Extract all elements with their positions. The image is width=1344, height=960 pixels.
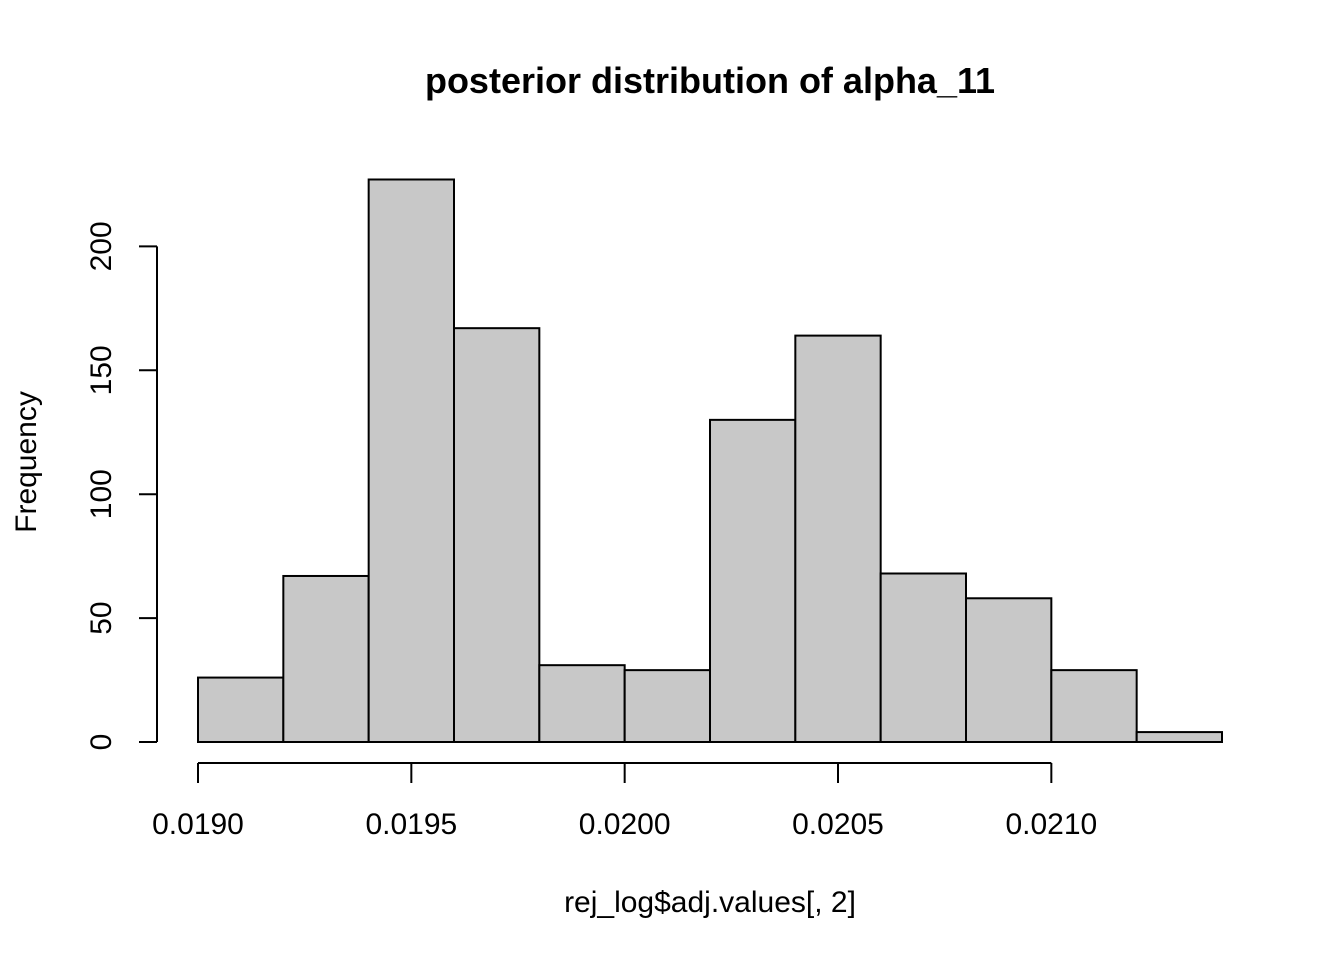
histogram-bar [453,327,541,743]
histogram-bar [197,676,285,744]
x-tick-label: 0.0205 [792,808,884,841]
chart-title: posterior distribution of alpha_11 [425,60,995,101]
histogram-bar [879,572,968,743]
histogram-bar [1135,731,1223,744]
x-axis: 0.0190 0.0195 0.0200 0.0205 0.0210 [152,762,1097,841]
x-tick-label: 0.0200 [579,808,671,841]
y-tick-label: 0 [85,734,118,751]
y-tick-label: 100 [85,469,118,519]
x-tick-label: 0.0190 [152,808,244,841]
y-axis: 0 50 100 150 200 [85,221,158,751]
histogram-bar [965,597,1053,743]
histogram-bar [623,669,712,743]
y-axis-label: Frequency [10,391,43,533]
bars-group [197,178,1223,744]
x-tick-label: 0.0210 [1005,808,1097,841]
histogram-bar [367,178,455,743]
x-axis-label: rej_log$adj.values[, 2] [564,886,856,919]
histogram-bar [1050,669,1138,743]
y-tick-label: 150 [85,345,118,395]
y-tick-label: 50 [85,601,118,634]
histogram-bar [794,334,882,743]
histogram-bar [282,574,370,743]
histogram-bar [538,664,626,744]
x-tick-label: 0.0195 [365,808,457,841]
histogram-bar [709,418,797,743]
y-tick-label: 200 [85,221,118,271]
